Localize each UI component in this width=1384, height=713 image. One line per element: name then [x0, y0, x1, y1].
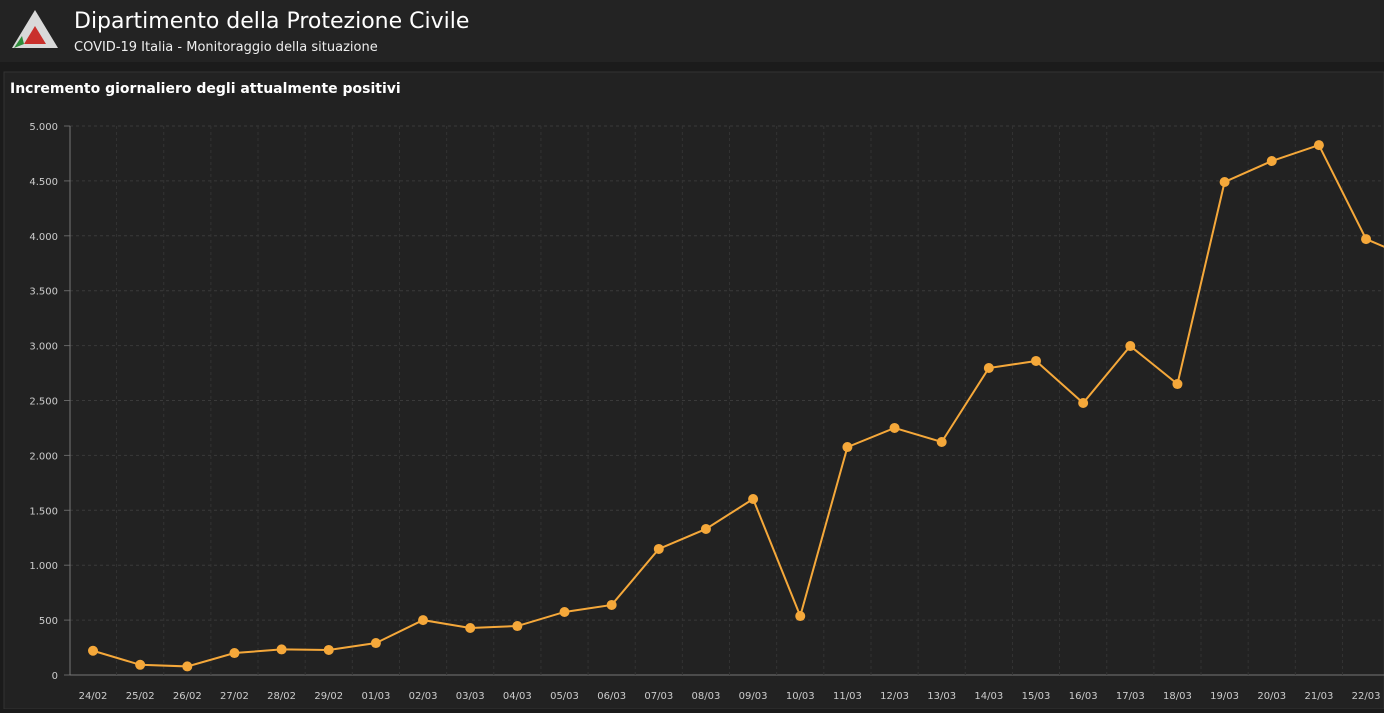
- x-tick-label: 25/02: [126, 691, 155, 702]
- logo: [12, 10, 58, 48]
- y-tick-label: 3.500: [29, 287, 58, 298]
- y-tick-label: 4.000: [29, 232, 58, 243]
- header-title: Dipartimento della Protezione Civile: [74, 9, 469, 34]
- x-tick-label: 27/02: [220, 691, 249, 702]
- point: [465, 623, 476, 634]
- point: [653, 543, 664, 554]
- point: [559, 606, 570, 617]
- x-tick-label: 07/03: [644, 691, 673, 702]
- x-tick-label: 14/03: [974, 691, 1003, 702]
- y-tick-label: 2.500: [29, 397, 58, 408]
- x-tick-label: 28/02: [267, 691, 296, 702]
- y-tick-label: 2.000: [29, 451, 58, 462]
- point: [323, 644, 334, 655]
- point: [418, 615, 429, 626]
- x-tick-label: 17/03: [1116, 691, 1145, 702]
- x-tick-label: 20/03: [1257, 691, 1286, 702]
- point: [1125, 341, 1136, 352]
- point: [135, 659, 146, 670]
- point: [1078, 398, 1089, 409]
- point: [276, 644, 287, 655]
- x-tick-label: 26/02: [173, 691, 202, 702]
- point: [1031, 355, 1041, 366]
- x-tick-label: 06/03: [597, 691, 626, 702]
- point: [229, 648, 240, 659]
- x-tick-label: 08/03: [692, 691, 721, 702]
- point: [88, 645, 98, 656]
- point: [1266, 156, 1277, 167]
- point: [1361, 234, 1372, 245]
- point: [889, 422, 900, 433]
- x-tick-label: 24/02: [79, 691, 108, 702]
- y-tick-label: 0: [52, 671, 58, 682]
- x-tick-label: 18/03: [1163, 691, 1192, 702]
- point: [842, 442, 853, 453]
- x-tick-label: 04/03: [503, 691, 532, 702]
- point: [1313, 140, 1324, 151]
- point: [606, 599, 617, 610]
- header-subtitle: COVID-19 Italia - Monitoraggio della sit…: [74, 40, 378, 55]
- x-tick-label: 10/03: [786, 691, 815, 702]
- point: [512, 621, 523, 632]
- y-tick-label: 4.500: [29, 177, 58, 188]
- point: [936, 437, 947, 448]
- chart-title: Incremento giornaliero degli attualmente…: [10, 81, 401, 97]
- point: [983, 362, 994, 373]
- x-tick-label: 21/03: [1304, 691, 1333, 702]
- x-tick-label: 11/03: [833, 691, 862, 702]
- x-tick-label: 13/03: [927, 691, 956, 702]
- x-tick-label: 12/03: [880, 691, 909, 702]
- point: [748, 493, 759, 504]
- point: [795, 611, 806, 622]
- x-tick-label: 09/03: [739, 691, 768, 702]
- x-tick-label: 02/03: [409, 691, 438, 702]
- x-tick-label: 01/03: [361, 691, 390, 702]
- x-tick-label: 15/03: [1022, 691, 1051, 702]
- x-tick-label: 03/03: [456, 691, 485, 702]
- y-tick-label: 5.000: [29, 122, 58, 133]
- point: [1172, 379, 1183, 390]
- y-tick-label: 500: [39, 616, 58, 627]
- point: [1219, 176, 1230, 187]
- y-tick-label: 3.000: [29, 342, 58, 353]
- y-tick-label: 1.000: [29, 561, 58, 572]
- x-tick-label: 29/02: [314, 691, 343, 702]
- point: [370, 638, 381, 649]
- x-tick-label: 22/03: [1352, 691, 1381, 702]
- header-bar: [0, 0, 1384, 62]
- x-tick-label: 05/03: [550, 691, 579, 702]
- x-tick-label: 16/03: [1069, 691, 1098, 702]
- point: [182, 661, 193, 672]
- point: [700, 523, 711, 534]
- x-tick-label: 19/03: [1210, 691, 1239, 702]
- y-tick-label: 1.500: [29, 506, 58, 517]
